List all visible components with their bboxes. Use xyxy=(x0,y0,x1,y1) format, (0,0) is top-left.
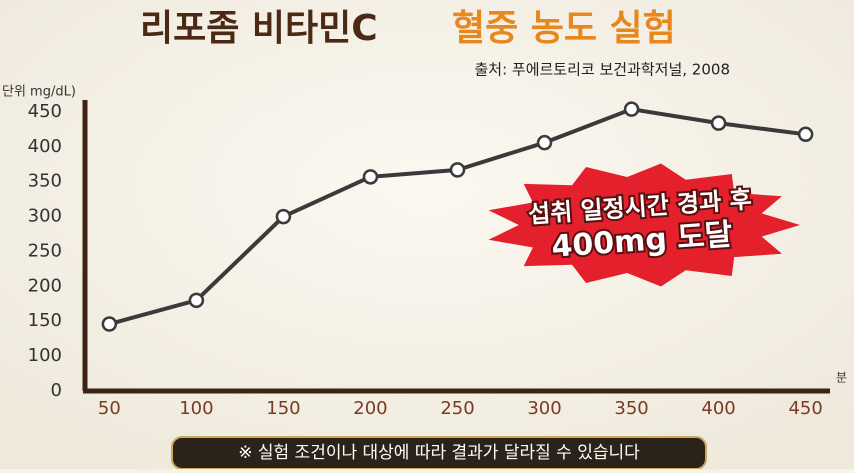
point xyxy=(188,292,205,309)
y-tick-label: 250 xyxy=(28,240,62,261)
y-tick-label: 100 xyxy=(28,345,62,366)
x-axis-label: 분 xyxy=(836,371,847,385)
source: 출처: 푸에르토리코 보건과학저널, 2008 xyxy=(474,61,730,79)
x-tick-label: 50 xyxy=(98,398,121,419)
x-tick-label: 400 xyxy=(701,398,735,419)
caption: ※ 실험 조건이나 대상에 따라 결과가 달라질 수 있습니다 xyxy=(238,443,640,463)
x-tick-label: 200 xyxy=(353,398,387,419)
y-tick-label: 300 xyxy=(28,206,62,227)
chart-title: 리포좀 비타민C xyxy=(140,8,378,49)
y-tick-label: 200 xyxy=(28,275,62,296)
y-tick-label: 350 xyxy=(28,171,62,192)
x-tick-label: 300 xyxy=(527,398,561,419)
point xyxy=(710,115,727,131)
chart-title-highlight: 혈중 농도 실험 xyxy=(452,8,676,49)
point xyxy=(275,208,292,225)
starburst xyxy=(488,163,800,287)
y-axis-label: 단위 mg/dL) xyxy=(2,85,76,100)
point xyxy=(623,101,640,117)
x-tick-label: 450 xyxy=(788,398,822,419)
point xyxy=(362,169,379,185)
plot: 0 100 150 200 250 300 350 400 450 50 100 150 200 250 3… xyxy=(28,100,830,419)
y-tick-label: 400 xyxy=(28,136,62,157)
point xyxy=(449,162,466,178)
y-tick-label: 450 xyxy=(28,101,62,122)
x-tick-label: 100 xyxy=(179,398,213,419)
point xyxy=(536,134,553,151)
x-tick-label: 150 xyxy=(266,398,300,419)
point xyxy=(797,126,814,143)
x-tick-label: 250 xyxy=(440,398,474,419)
y-tick-label: 0 xyxy=(51,380,62,401)
y-tick-label: 150 xyxy=(28,310,62,331)
x-tick-label: 350 xyxy=(614,398,648,419)
point xyxy=(101,316,118,332)
